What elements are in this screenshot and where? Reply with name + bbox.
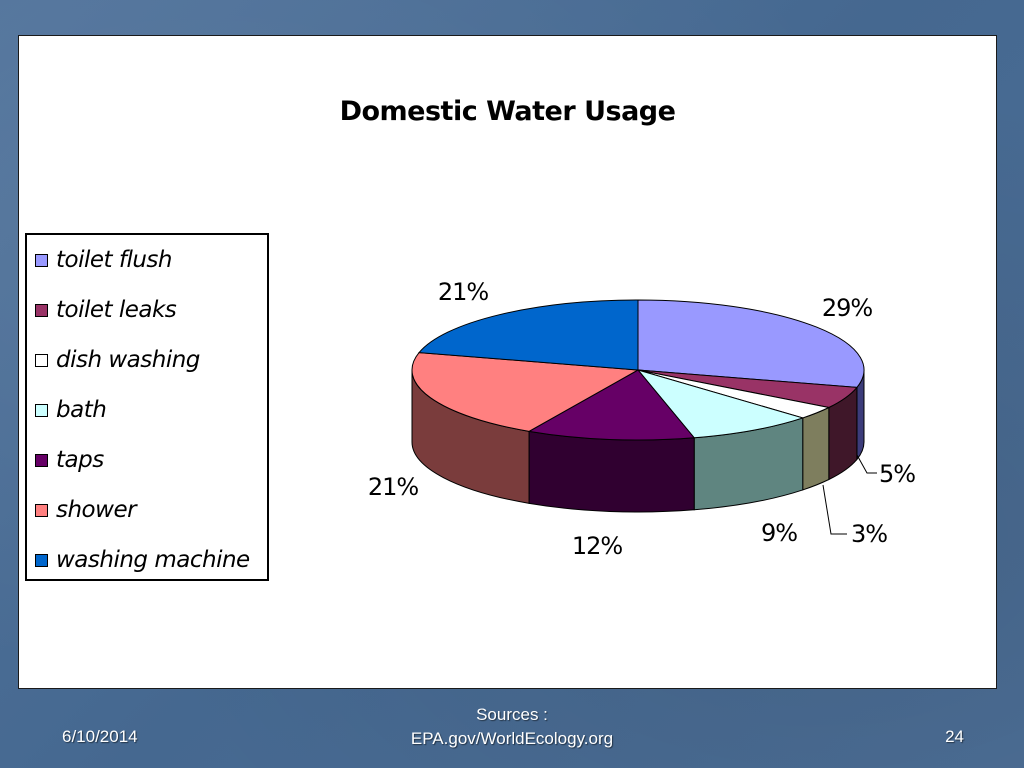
legend-item-shower: shower (35, 495, 137, 525)
legend-label: taps (56, 447, 104, 473)
legend-swatch (35, 453, 48, 467)
data-label-toilet-flush: 29% (822, 294, 873, 322)
pie-slice-washing-machine (418, 299, 639, 371)
legend-item-toilet-leaks: toilet leaks (35, 295, 177, 325)
pie-side-taps (528, 430, 695, 513)
footer-date: 6/10/2014 (62, 727, 138, 746)
legend-item-dish-washing: dish washing (35, 345, 200, 375)
data-label-washing-machine: 21% (438, 278, 489, 306)
data-label-toilet-leaks: 5% (879, 460, 915, 488)
chart-legend: toilet flush toilet leaks dish washing b… (25, 233, 269, 581)
pie-labels: 29% 5% 3% 9% 12% 21% 21% (368, 278, 916, 560)
legend-swatch (35, 353, 48, 367)
pie-slice-shower (411, 352, 640, 432)
pie-chart: 29% 5% 3% 9% 12% 21% 21% (368, 278, 916, 560)
legend-item-taps: taps (35, 445, 104, 475)
pie-side-dish-washing (802, 406, 830, 491)
legend-label: shower (56, 497, 137, 523)
legend-swatch (35, 503, 48, 517)
chart-panel: Domestic Water Usage toilet flush toilet… (18, 35, 997, 689)
legend-item-washing-machine: washing machine (35, 545, 250, 575)
pie-sides (411, 369, 865, 513)
legend-label: bath (56, 397, 107, 423)
pie-tops (411, 299, 865, 441)
legend-swatch (35, 303, 48, 317)
footer-page-number: 24 (945, 727, 964, 746)
legend-label: dish washing (56, 347, 200, 373)
legend-swatch (35, 403, 48, 417)
pie-slice-taps (527, 369, 696, 441)
legend-item-bath: bath (35, 395, 107, 425)
data-label-dish-washing: 3% (851, 520, 887, 548)
legend-swatch (35, 553, 48, 567)
leader-line-dish-washing (822, 484, 847, 535)
pie-slice-bath (636, 369, 805, 439)
pie-slice-toilet-flush (637, 299, 865, 388)
leader-line-toilet-leaks (856, 454, 877, 474)
legend-item-toilet-flush: toilet flush (35, 245, 172, 275)
legend-label: washing machine (56, 547, 250, 573)
legend-label: toilet leaks (56, 297, 177, 323)
data-label-shower: 21% (368, 473, 419, 501)
legend-label: toilet flush (56, 247, 172, 273)
chart-title: Domestic Water Usage (339, 96, 676, 127)
data-label-taps: 12% (572, 532, 623, 560)
footer-source-line1: Sources : (476, 705, 548, 724)
data-label-bath: 9% (761, 519, 797, 547)
footer-source-line2: EPA.gov/WorldEcology.org (410, 729, 614, 748)
legend-swatch (35, 253, 48, 267)
footer-source: Sources : EPA.gov/WorldEcology.org (360, 703, 664, 751)
